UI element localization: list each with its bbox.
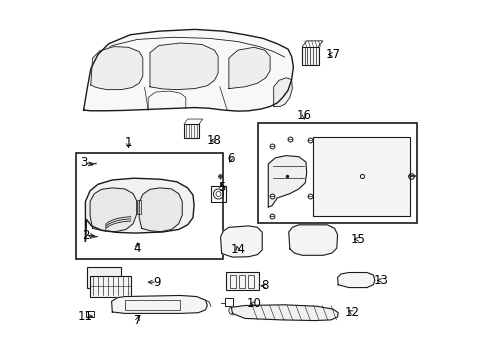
Bar bbox=[76, 153, 223, 259]
Bar bbox=[137, 200, 141, 214]
Text: 12: 12 bbox=[345, 306, 360, 319]
Text: 15: 15 bbox=[350, 233, 366, 246]
Bar bbox=[230, 275, 236, 288]
Bar bbox=[184, 124, 199, 138]
Text: 7: 7 bbox=[134, 314, 141, 327]
Polygon shape bbox=[150, 43, 218, 90]
Bar bbox=[90, 276, 131, 297]
Bar bbox=[239, 275, 245, 288]
Polygon shape bbox=[231, 305, 338, 320]
Text: 9: 9 bbox=[153, 276, 161, 289]
Text: 11: 11 bbox=[78, 310, 93, 323]
Bar bbox=[87, 311, 95, 317]
Bar bbox=[226, 272, 259, 291]
Polygon shape bbox=[84, 30, 294, 111]
Polygon shape bbox=[112, 296, 207, 314]
Bar bbox=[225, 298, 233, 306]
Text: 17: 17 bbox=[325, 48, 341, 61]
Bar bbox=[313, 137, 410, 216]
Text: 2: 2 bbox=[82, 229, 89, 242]
Bar bbox=[302, 46, 318, 65]
Text: 14: 14 bbox=[230, 243, 245, 256]
Polygon shape bbox=[85, 178, 194, 241]
Text: 5: 5 bbox=[218, 181, 225, 194]
Bar bbox=[87, 267, 122, 288]
Polygon shape bbox=[269, 156, 307, 207]
Bar bbox=[258, 123, 417, 223]
Text: 4: 4 bbox=[134, 242, 141, 255]
Polygon shape bbox=[220, 226, 262, 257]
Text: 16: 16 bbox=[296, 109, 312, 122]
Text: 1: 1 bbox=[124, 136, 132, 149]
Polygon shape bbox=[274, 78, 293, 107]
Polygon shape bbox=[90, 188, 137, 231]
Text: 18: 18 bbox=[207, 134, 222, 147]
Polygon shape bbox=[289, 225, 338, 255]
Text: 6: 6 bbox=[227, 152, 234, 165]
Text: 10: 10 bbox=[246, 297, 261, 310]
Bar bbox=[211, 186, 226, 202]
Polygon shape bbox=[338, 273, 375, 288]
Polygon shape bbox=[139, 188, 182, 231]
Polygon shape bbox=[229, 47, 270, 89]
Polygon shape bbox=[91, 46, 143, 90]
Text: 8: 8 bbox=[261, 279, 269, 292]
Bar bbox=[248, 275, 254, 288]
Bar bbox=[125, 300, 180, 310]
Text: 3: 3 bbox=[81, 156, 88, 169]
Text: 13: 13 bbox=[374, 274, 389, 287]
